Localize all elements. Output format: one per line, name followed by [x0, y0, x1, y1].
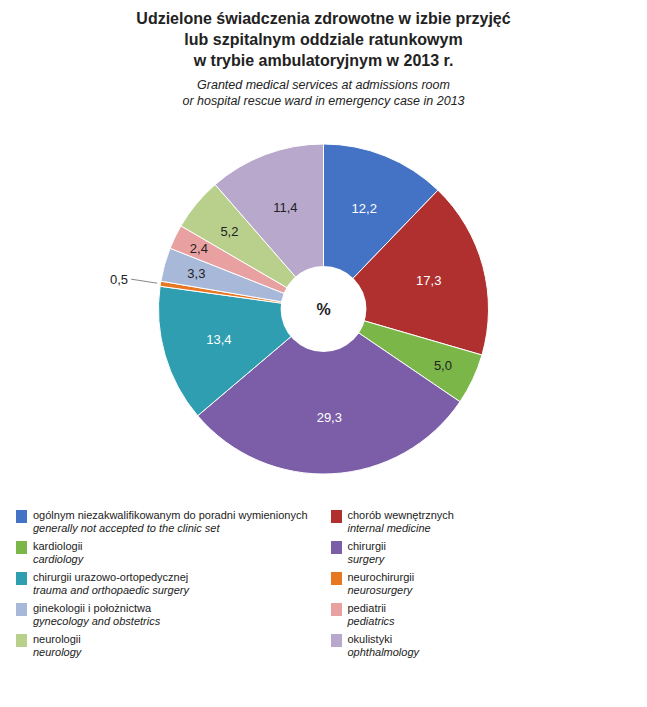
data-label: 11,4 — [273, 200, 297, 215]
data-label: 0,5 — [110, 272, 128, 287]
legend-swatch — [16, 510, 27, 523]
legend-label-en: pediatrics — [348, 615, 395, 628]
legend-text: kardiologiicardiology — [33, 540, 83, 566]
legend-label-en: neurosurgery — [348, 584, 415, 597]
legend-label: chirurgii urazowo-ortopedycznej — [33, 571, 189, 584]
legend-swatch — [16, 572, 27, 585]
center-label: % — [316, 301, 330, 318]
legend-swatch — [331, 634, 342, 647]
legend-text: pediatriipediatrics — [348, 602, 395, 628]
legend-text: neurochirurgiineurosurgery — [348, 571, 415, 597]
legend-swatch — [16, 541, 27, 554]
legend-label-en: gynecology and obstetrics — [33, 615, 160, 628]
legend-swatch — [331, 510, 342, 523]
legend-text: chorób wewnętrznychinternal medicine — [348, 509, 454, 535]
legend-label: okulistyki — [348, 633, 420, 646]
legend-label: neurochirurgii — [348, 571, 415, 584]
legend-item: pediatriipediatrics — [331, 602, 632, 628]
legend-swatch — [331, 572, 342, 585]
data-label: 2,4 — [190, 241, 208, 256]
legend-text: chirurgii urazowo-ortopedycznejtrauma an… — [33, 571, 189, 597]
legend-label-en: ophthalmology — [348, 646, 420, 659]
legend-item: chirurgii urazowo-ortopedycznejtrauma an… — [16, 571, 317, 597]
legend-label-en: neurology — [33, 646, 81, 659]
subtitle: Granted medical services at admissions r… — [0, 77, 647, 109]
slices — [159, 144, 489, 474]
legend-text: ginekologii i położnictwagynecology and … — [33, 602, 160, 628]
data-label: 3,3 — [187, 266, 205, 281]
legend-label: ginekologii i położnictwa — [33, 602, 160, 615]
legend-label-en: generally not accepted to the clinic set — [33, 522, 308, 535]
legend-swatch — [331, 603, 342, 616]
leader-line — [131, 279, 157, 283]
data-label: 5,2 — [220, 224, 238, 239]
data-labels: 12,2 17,3 5,0 29,3 13,4 0,5 3,3 2,4 5,2 11,4 — [110, 200, 452, 426]
title: Udzielone świadczenia zdrowotne w izbie … — [0, 0, 647, 71]
legend-label: pediatrii — [348, 602, 395, 615]
legend-label: ogólnym niezakwalifikowanym do poradni w… — [33, 509, 308, 522]
legend-text: neurologiineurology — [33, 633, 81, 659]
data-label: 12,2 — [352, 201, 377, 216]
legend-text: chirurgiisurgery — [348, 540, 387, 566]
legend-label-en: internal medicine — [348, 522, 454, 535]
legend-label-en: cardiology — [33, 553, 83, 566]
legend-label: chirurgii — [348, 540, 387, 553]
legend-item: okulistykiophthalmology — [331, 633, 632, 659]
legend-label: chorób wewnętrznych — [348, 509, 454, 522]
legend-swatch — [16, 603, 27, 616]
legend: ogólnym niezakwalifikowanym do poradni w… — [0, 509, 647, 659]
legend-item: chorób wewnętrznychinternal medicine — [331, 509, 632, 535]
legend-swatch — [16, 634, 27, 647]
legend-label-en: trauma and orthopaedic surgery — [33, 584, 189, 597]
legend-item: ginekologii i położnictwagynecology and … — [16, 602, 317, 628]
legend-label: kardiologii — [33, 540, 83, 553]
legend-label-en: surgery — [348, 553, 387, 566]
data-label: 17,3 — [416, 273, 441, 288]
legend-swatch — [331, 541, 342, 554]
legend-item: neurologiineurology — [16, 633, 317, 659]
legend-item: kardiologiicardiology — [16, 540, 317, 566]
data-label: 29,3 — [317, 410, 342, 425]
legend-text: ogólnym niezakwalifikowanym do poradni w… — [33, 509, 308, 535]
legend-label: neurologii — [33, 633, 81, 646]
pie-chart: 12,2 17,3 5,0 29,3 13,4 0,5 3,3 2,4 5,2 11,4% — [0, 109, 647, 509]
legend-item: neurochirurgiineurosurgery — [331, 571, 632, 597]
legend-item: chirurgiisurgery — [331, 540, 632, 566]
legend-text: okulistykiophthalmology — [348, 633, 420, 659]
data-label: 5,0 — [434, 358, 452, 373]
legend-item: ogólnym niezakwalifikowanym do poradni w… — [16, 509, 317, 535]
data-label: 13,4 — [206, 332, 231, 347]
center-hole — [281, 266, 367, 352]
